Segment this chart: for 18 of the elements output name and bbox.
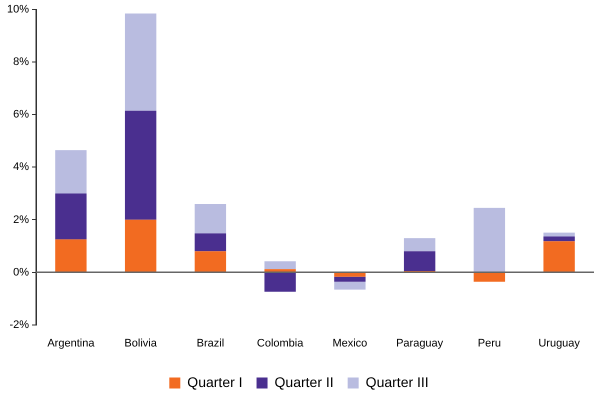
x-tick-label: Bolivia bbox=[124, 337, 158, 350]
x-tick-label: Peru bbox=[478, 337, 502, 350]
y-tick-label: 6% bbox=[13, 108, 30, 121]
y-tick-label: 2% bbox=[13, 214, 30, 226]
x-tick-label: Paraguay bbox=[396, 337, 444, 350]
legend-label: Quarter I bbox=[187, 374, 243, 390]
y-tick-label: -2% bbox=[9, 318, 30, 331]
y-tick-label: 4% bbox=[13, 161, 30, 174]
x-tick-label: Argentina bbox=[47, 337, 96, 350]
x-tick-label: Colombia bbox=[256, 337, 304, 350]
x-tick-label: Mexico bbox=[332, 337, 368, 350]
y-tick-label: 0% bbox=[13, 266, 30, 278]
y-tick-label: 8% bbox=[13, 56, 30, 68]
x-tick-label: Brazil bbox=[196, 337, 224, 350]
legend-label: Quarter III bbox=[366, 374, 429, 390]
legend-label: Quarter II bbox=[274, 374, 334, 390]
y-tick-label: 10% bbox=[6, 4, 30, 16]
x-tick-label: Uruguay bbox=[538, 337, 580, 350]
